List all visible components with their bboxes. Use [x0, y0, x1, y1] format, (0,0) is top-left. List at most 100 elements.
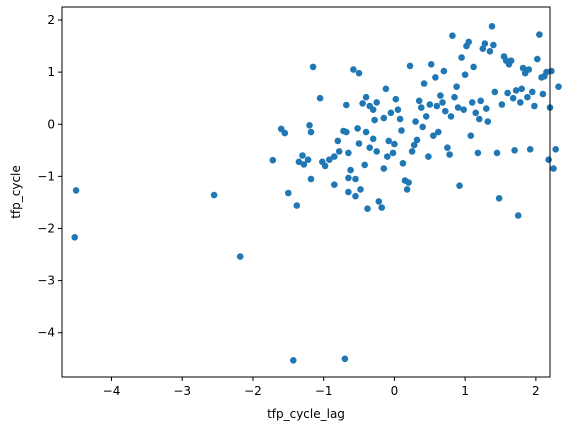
x-tick-label: −3 [173, 384, 191, 398]
data-point [483, 105, 490, 112]
data-point [345, 149, 352, 157]
data-point [362, 128, 370, 136]
data-point [465, 38, 473, 46]
data-point [526, 146, 534, 153]
data-point [391, 140, 398, 148]
data-point [307, 175, 315, 183]
data-point [488, 23, 496, 30]
data-point [504, 89, 511, 97]
data-point [405, 179, 412, 186]
data-point [343, 128, 350, 136]
data-point [426, 101, 434, 108]
data-point [326, 156, 333, 163]
data-point [437, 92, 444, 99]
data-point [307, 128, 315, 136]
data-point [435, 128, 442, 136]
data-point [529, 88, 536, 96]
data-point [430, 132, 437, 139]
data-point [366, 144, 374, 151]
data-point [427, 61, 435, 68]
data-point [420, 80, 428, 87]
data-point [72, 187, 80, 194]
data-point [467, 132, 475, 139]
data-point [550, 165, 557, 172]
data-point [481, 40, 489, 47]
x-tick-label: −4 [103, 384, 121, 398]
data-point [352, 175, 359, 183]
data-point [406, 62, 414, 70]
data-point [509, 94, 517, 102]
data-point [392, 95, 400, 103]
data-point [269, 156, 277, 164]
y-tick-label: 1 [47, 65, 55, 79]
data-point [375, 198, 383, 205]
data-point [468, 99, 476, 106]
data-point [398, 127, 405, 134]
x-tick-label: −2 [244, 384, 262, 398]
data-point [439, 99, 446, 106]
data-point [413, 136, 421, 144]
y-axis-label: tfp_cycle [9, 165, 23, 219]
data-point [321, 162, 329, 170]
data-point [373, 148, 381, 155]
y-axis-ticks: −4 −3 −2 −1 0 1 2 [37, 13, 62, 340]
data-point [345, 188, 352, 196]
data-point [531, 102, 538, 110]
data-point [382, 85, 390, 93]
data-point [281, 129, 289, 137]
y-tick-label: −4 [37, 326, 55, 340]
data-point [449, 32, 456, 39]
data-point [362, 93, 370, 101]
data-point [425, 153, 432, 160]
data-point [446, 151, 453, 158]
y-tick-label: −3 [37, 274, 55, 288]
data-point [493, 149, 501, 157]
data-point [470, 63, 477, 71]
data-point [490, 41, 497, 49]
data-point [453, 83, 460, 90]
data-point [545, 156, 552, 163]
data-point [355, 140, 363, 147]
data-point [451, 93, 458, 101]
data-point [415, 97, 423, 105]
data-point [408, 148, 416, 155]
points-layer [71, 23, 562, 364]
data-point [486, 48, 494, 55]
data-point [355, 69, 363, 77]
data-point [71, 234, 78, 241]
y-tick-label: 0 [47, 117, 55, 131]
data-point [306, 122, 313, 129]
data-point [491, 88, 499, 96]
data-point [343, 101, 350, 109]
data-point [410, 141, 418, 149]
data-point [380, 165, 388, 172]
data-point [484, 118, 492, 125]
data-point [354, 125, 361, 132]
data-point [514, 212, 522, 219]
data-point [474, 149, 482, 157]
data-point [518, 85, 525, 93]
data-point [432, 74, 439, 81]
plot-frame [61, 6, 551, 378]
data-point [396, 115, 404, 123]
data-point [524, 93, 531, 101]
data-point [300, 161, 308, 168]
x-axis-ticks: −4 −3 −2 −1 0 1 2 [103, 377, 540, 398]
data-point [371, 116, 378, 124]
data-point [525, 66, 533, 73]
data-point [369, 106, 377, 113]
data-point [477, 97, 485, 105]
data-point [331, 181, 338, 188]
data-point [316, 94, 324, 102]
data-point [364, 205, 371, 212]
data-point [378, 204, 386, 211]
y-tick-label: 2 [47, 13, 55, 27]
x-tick-label: 2 [532, 384, 540, 398]
data-point [389, 149, 397, 157]
data-point [447, 113, 455, 120]
data-point [210, 191, 218, 199]
data-point [418, 104, 425, 111]
data-point [295, 158, 303, 166]
data-point [517, 99, 524, 106]
